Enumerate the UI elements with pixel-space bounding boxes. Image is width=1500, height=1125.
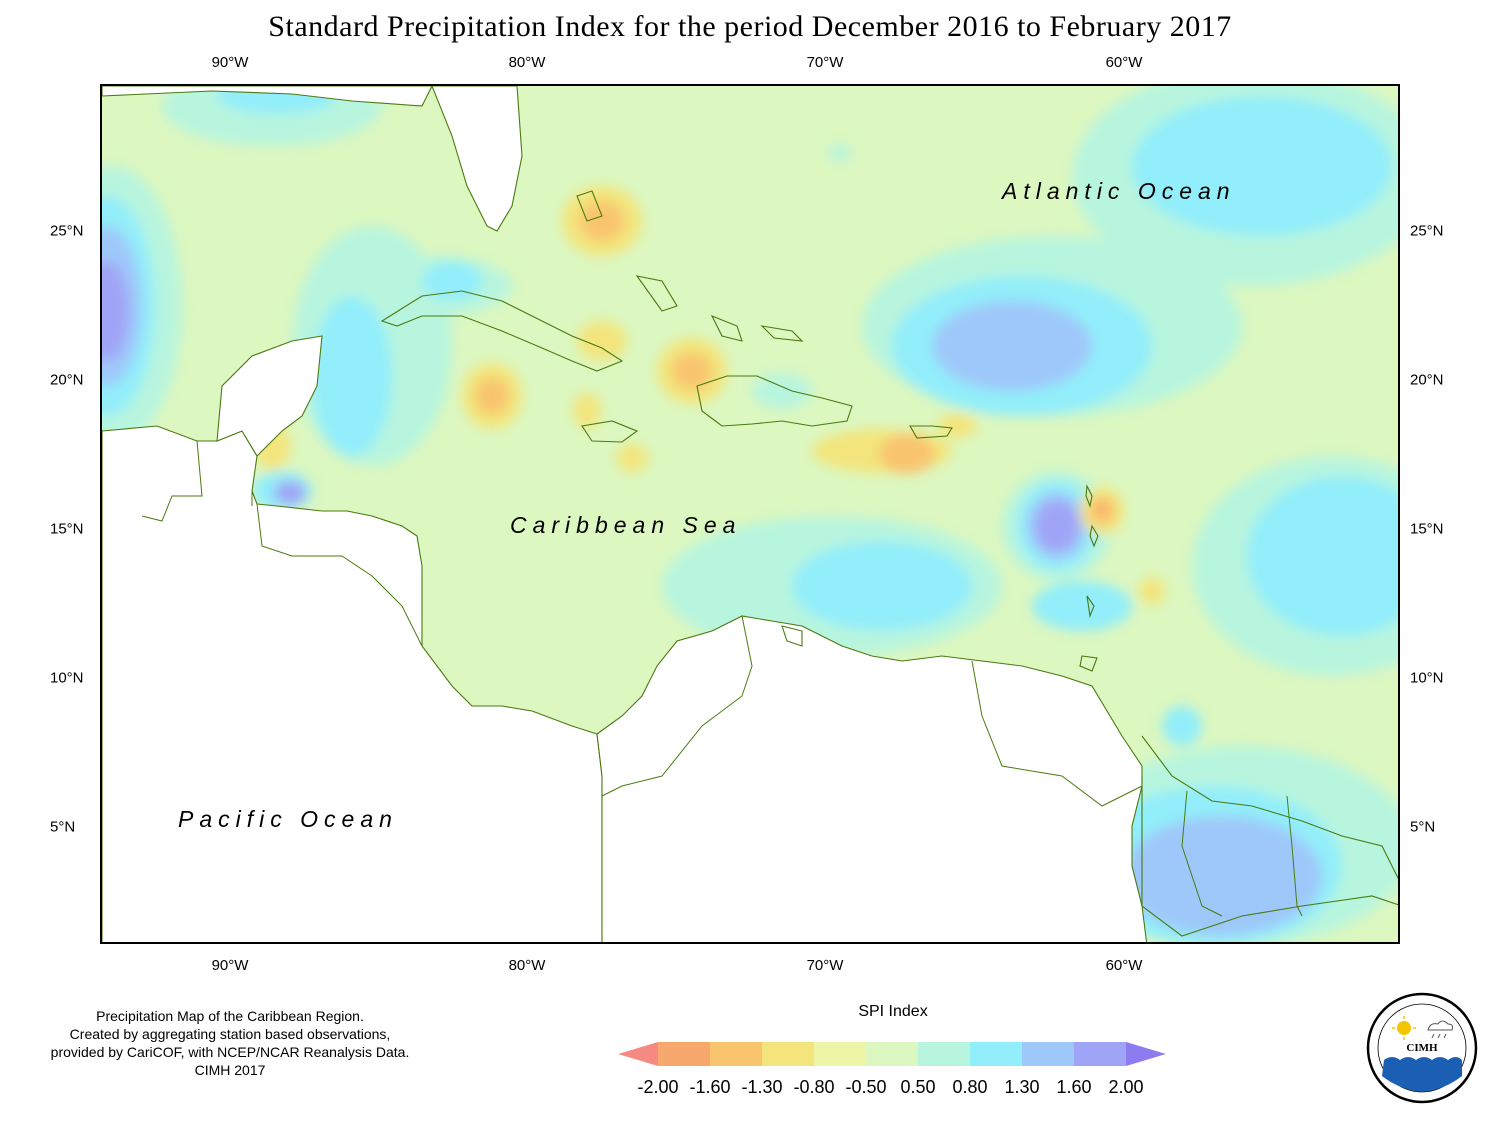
legend-break-label: -0.80: [793, 1077, 835, 1097]
rain-icon: [1431, 1033, 1447, 1039]
legend-break-label: -0.50: [845, 1077, 887, 1097]
legend-swatch: [1022, 1042, 1074, 1066]
legend-swatch: [658, 1042, 710, 1066]
legend-arrow-high: [1126, 1042, 1166, 1066]
guianas-outlines: [1141, 735, 1398, 937]
lon-tick-top-60w: 60°W: [1105, 54, 1143, 71]
legend-break-label: 1.60: [1056, 1077, 1092, 1097]
map-title: Standard Precipitation Index for the per…: [268, 10, 1232, 43]
credit-line-1: Precipitation Map of the Caribbean Regio…: [96, 1008, 364, 1024]
legend-break-label: -1.60: [689, 1077, 731, 1097]
credit-line-3: provided by CariCOF, with NCEP/NCAR Rean…: [50, 1044, 410, 1060]
legend-break-label: 0.80: [952, 1077, 988, 1097]
lat-tick-right-20n: 20°N: [1410, 371, 1444, 389]
lon-tick-bottom-90w: 90°W: [211, 957, 249, 974]
lat-tick-right-15n: 15°N: [1410, 520, 1444, 538]
cimh-logo: CIMH: [1366, 992, 1478, 1104]
legend-swatch: [710, 1042, 762, 1066]
credit-line-4: CIMH 2017: [194, 1062, 266, 1078]
lon-tick-top-80w: 80°W: [508, 54, 546, 71]
legend-break-label: 1.30: [1004, 1077, 1040, 1097]
country-borders: [141, 440, 1303, 917]
legend-swatch: [970, 1042, 1022, 1066]
lat-tick-left-25n: 25°N: [50, 222, 84, 240]
lon-tick-bottom-60w: 60°W: [1105, 957, 1143, 974]
lon-tick-bottom-70w: 70°W: [806, 957, 844, 974]
legend-swatch: [762, 1042, 814, 1066]
cloud-icon: [1427, 1020, 1453, 1031]
spi-legend: [618, 1042, 1166, 1066]
legend-arrow-low: [618, 1042, 658, 1066]
lat-tick-right-25n: 25°N: [1410, 222, 1444, 240]
spi-map-canvas: [102, 86, 1398, 942]
lat-tick-left-15n: 15°N: [50, 520, 84, 538]
sun-rays-icon: [1392, 1016, 1416, 1040]
credit-line-2: Created by aggregating station based obs…: [69, 1026, 391, 1042]
legend-title: SPI Index: [858, 1003, 928, 1020]
lon-tick-top-90w: 90°W: [211, 54, 249, 71]
legend-swatch: [918, 1042, 970, 1066]
legend-break-label: 2.00: [1108, 1077, 1144, 1097]
spi-anomaly-layer: [102, 86, 1398, 942]
logo-abbr: CIMH: [1406, 1042, 1438, 1054]
lat-tick-left-5n: 5°N: [50, 818, 76, 836]
legend-break-label: 0.50: [900, 1077, 936, 1097]
atlantic-ocean-label: Atlantic Ocean: [1002, 178, 1236, 204]
pacific-ocean-label: Pacific Ocean: [178, 806, 398, 832]
island-outlines: [380, 190, 1099, 672]
lon-tick-top-70w: 70°W: [806, 54, 844, 71]
lat-tick-left-10n: 10°N: [50, 669, 84, 687]
lon-tick-bottom-80w: 80°W: [508, 957, 546, 974]
legend-swatch: [866, 1042, 918, 1066]
wave-icon: [1382, 1057, 1462, 1092]
lat-tick-right-5n: 5°N: [1410, 818, 1436, 836]
legend-swatch: [1074, 1042, 1126, 1066]
spi-map[interactable]: Atlantic Ocean Caribbean Sea Pacific Oce…: [100, 84, 1400, 944]
legend-break-label: -1.30: [741, 1077, 783, 1097]
lat-tick-left-20n: 20°N: [50, 371, 84, 389]
caribbean-sea-label: Caribbean Sea: [510, 512, 742, 538]
legend-swatches: [618, 1042, 1166, 1066]
map-credit: Precipitation Map of the Caribbean Regio…: [20, 1007, 440, 1079]
lat-tick-right-10n: 10°N: [1410, 669, 1444, 687]
sun-icon: [1397, 1021, 1411, 1035]
legend-break-label: -2.00: [637, 1077, 679, 1097]
legend-swatch: [814, 1042, 866, 1066]
land-areas: [102, 86, 1148, 942]
